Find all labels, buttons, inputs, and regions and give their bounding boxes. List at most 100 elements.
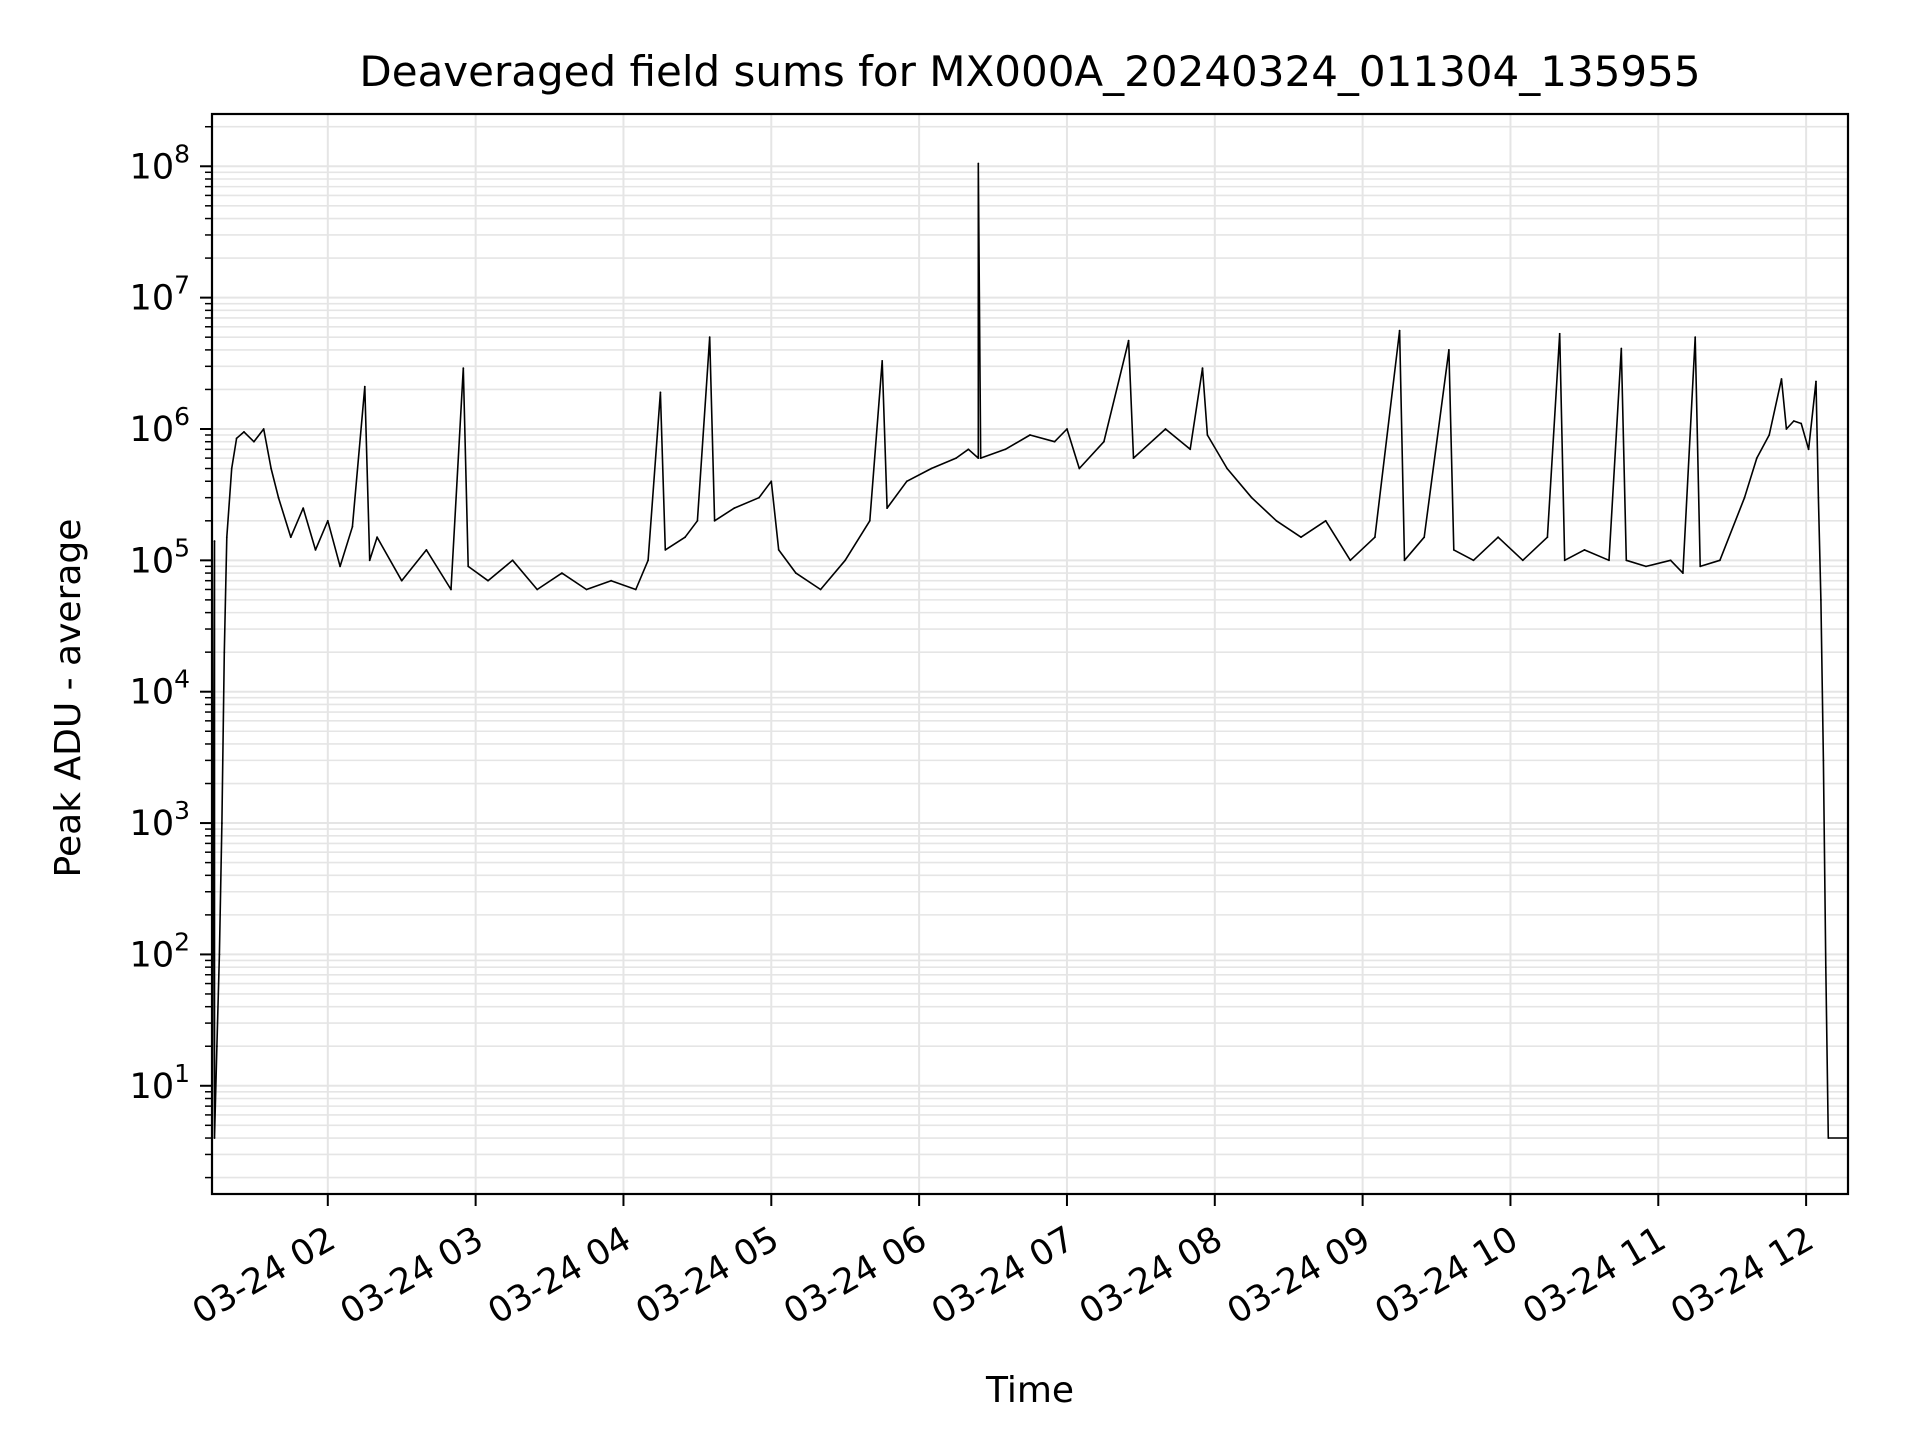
y-tick-exponent: 5 bbox=[174, 533, 190, 562]
y-tick-label: 103 bbox=[130, 796, 190, 844]
series-line-0 bbox=[212, 162, 1848, 1178]
data-point bbox=[967, 448, 970, 451]
y-tick-label: 102 bbox=[130, 927, 190, 975]
data-point bbox=[487, 579, 489, 582]
data-point bbox=[664, 549, 667, 551]
data-point bbox=[1800, 422, 1803, 425]
y-tick-base: 10 bbox=[130, 541, 175, 581]
data-point bbox=[326, 519, 329, 522]
y-tick-label: 107 bbox=[130, 271, 190, 319]
data-point bbox=[647, 559, 649, 562]
data-point bbox=[1682, 572, 1684, 574]
y-tick-exponent: 1 bbox=[174, 1059, 190, 1088]
y-axis-label: Peak ADU - average bbox=[48, 519, 89, 878]
data-point bbox=[758, 496, 760, 499]
y-tick-label: 108 bbox=[130, 139, 190, 187]
data-point bbox=[777, 549, 780, 551]
data-point bbox=[930, 467, 933, 470]
data-point bbox=[977, 162, 980, 165]
data-point bbox=[1448, 349, 1450, 351]
x-tick-label: 03-24 03 bbox=[334, 1219, 490, 1332]
x-tick-label: 03-24 11 bbox=[1516, 1219, 1672, 1332]
y-tick-label: 104 bbox=[130, 665, 190, 713]
data-point bbox=[368, 559, 371, 562]
data-point bbox=[462, 367, 465, 370]
data-point bbox=[262, 428, 265, 430]
data-point bbox=[1827, 1137, 1830, 1139]
data-point bbox=[225, 536, 228, 539]
data-point bbox=[733, 507, 736, 509]
data-point bbox=[1785, 428, 1788, 430]
data-point bbox=[213, 540, 216, 542]
data-point bbox=[696, 519, 699, 522]
data-point bbox=[1822, 759, 1825, 762]
data-point bbox=[819, 588, 822, 591]
y-tick-base: 10 bbox=[130, 279, 175, 319]
data-point bbox=[708, 336, 711, 339]
data-point bbox=[905, 480, 908, 483]
data-point bbox=[1164, 428, 1167, 430]
y-tick-base: 10 bbox=[130, 935, 175, 975]
data-point bbox=[1349, 559, 1352, 562]
data-point bbox=[223, 651, 226, 654]
data-point bbox=[302, 507, 305, 509]
data-point bbox=[1625, 559, 1628, 562]
x-tick-label: 03-24 10 bbox=[1369, 1219, 1525, 1332]
data-point bbox=[400, 579, 403, 582]
data-point bbox=[634, 588, 637, 591]
data-point bbox=[1132, 457, 1135, 459]
data-point bbox=[1300, 536, 1302, 539]
data-point bbox=[770, 480, 773, 483]
data-point bbox=[1004, 448, 1007, 451]
data-point bbox=[213, 1137, 216, 1139]
data-point bbox=[1620, 347, 1623, 350]
data-point bbox=[1078, 467, 1081, 470]
data-point bbox=[1189, 448, 1192, 451]
grid-layer bbox=[212, 114, 1848, 1194]
plot-frame bbox=[210, 112, 1850, 1196]
data-point bbox=[1403, 559, 1406, 562]
data-point bbox=[1780, 378, 1783, 380]
x-tick-label: 03-24 04 bbox=[482, 1219, 638, 1332]
data-point bbox=[351, 525, 354, 528]
data-point bbox=[221, 822, 223, 824]
series-layer bbox=[212, 162, 1848, 1179]
x-tick-label: 03-24 06 bbox=[777, 1219, 933, 1332]
y-tick-label: 105 bbox=[130, 533, 190, 581]
data-point bbox=[1324, 519, 1327, 522]
data-point bbox=[216, 1045, 218, 1048]
data-point bbox=[1103, 440, 1105, 443]
data-point bbox=[1820, 599, 1822, 601]
data-point bbox=[1755, 457, 1758, 459]
data-point bbox=[270, 467, 272, 470]
data-point bbox=[376, 536, 378, 539]
data-point bbox=[881, 360, 884, 362]
data-point bbox=[1645, 565, 1647, 568]
data-point bbox=[1127, 339, 1130, 342]
data-point bbox=[868, 519, 871, 522]
data-point bbox=[243, 431, 245, 433]
data-point bbox=[1563, 559, 1566, 562]
data-point bbox=[1226, 467, 1228, 470]
data-point bbox=[1699, 565, 1702, 568]
data-point bbox=[1250, 496, 1253, 499]
data-point bbox=[977, 457, 980, 459]
data-point bbox=[1398, 329, 1401, 332]
y-tick-exponent: 8 bbox=[174, 139, 190, 168]
data-point bbox=[314, 549, 317, 551]
data-point bbox=[235, 437, 238, 440]
data-point bbox=[1824, 966, 1827, 968]
data-point bbox=[1472, 559, 1475, 562]
data-point bbox=[230, 467, 233, 470]
y-tick-base: 10 bbox=[130, 1067, 175, 1107]
data-point bbox=[610, 579, 612, 582]
data-point bbox=[1066, 428, 1068, 430]
data-point bbox=[1497, 536, 1499, 539]
data-point bbox=[585, 588, 588, 591]
data-point bbox=[561, 572, 563, 574]
data-point bbox=[218, 953, 221, 956]
x-tick-label: 03-24 08 bbox=[1073, 1219, 1229, 1332]
data-point bbox=[1521, 559, 1524, 562]
data-point bbox=[1768, 434, 1771, 436]
data-point bbox=[1669, 559, 1672, 562]
